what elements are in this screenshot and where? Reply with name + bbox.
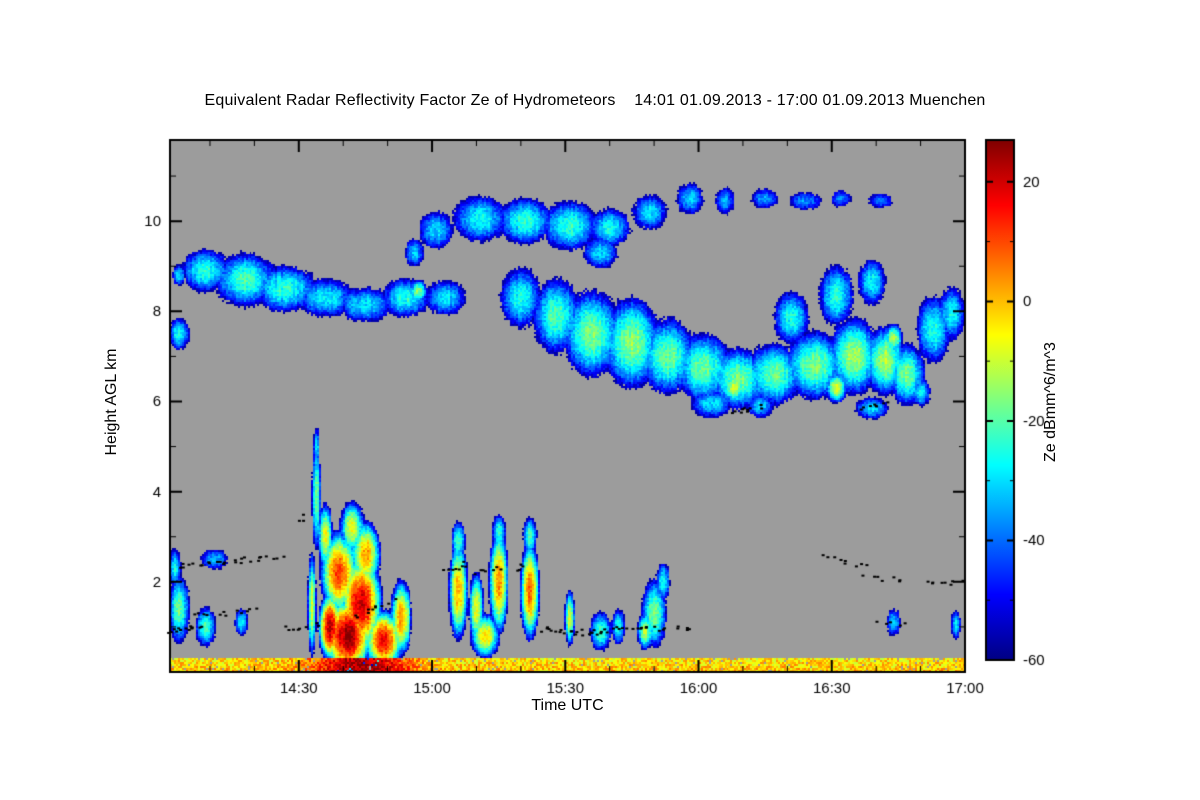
colorbar-label: Ze dBmm^6/m^3	[1042, 342, 1059, 462]
chart-title: Equivalent Radar Reflectivity Factor Ze …	[204, 92, 986, 109]
x-axis-label: Time UTC	[531, 697, 604, 714]
y-axis-label: Height AGL km	[103, 348, 120, 456]
